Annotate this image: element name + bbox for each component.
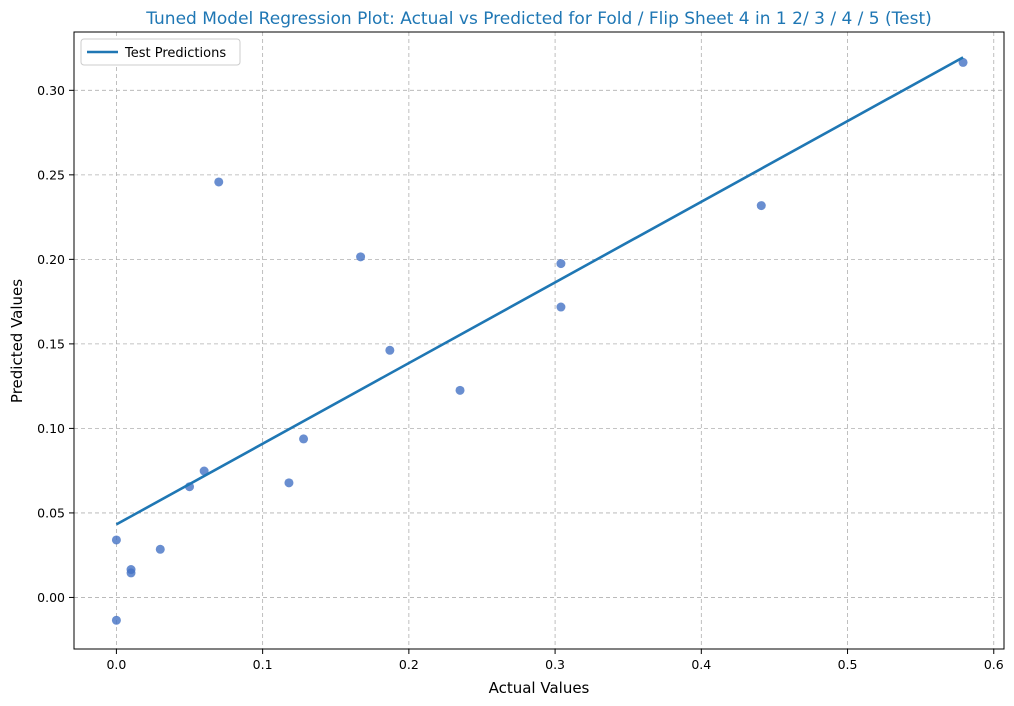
data-point	[284, 478, 294, 488]
data-point	[556, 302, 566, 312]
y-tick-label: 0.00	[37, 590, 65, 605]
y-tick-label: 0.30	[37, 83, 65, 98]
legend: Test Predictions	[80, 38, 241, 66]
plot-frame	[73, 31, 1005, 650]
data-points	[111, 57, 968, 625]
x-tick-label: 0.0	[106, 657, 126, 672]
data-point	[385, 345, 395, 355]
data-point	[111, 535, 121, 545]
y-tick-label: 0.10	[37, 421, 65, 436]
y-tick-label: 0.15	[37, 336, 65, 351]
x-tick-label: 0.6	[984, 657, 1004, 672]
data-point	[556, 259, 566, 269]
data-point	[199, 466, 209, 476]
data-point	[356, 252, 366, 262]
data-point	[214, 177, 224, 187]
x-tick-label: 0.2	[399, 657, 419, 672]
y-tick-label: 0.25	[37, 167, 65, 182]
data-point	[756, 201, 766, 211]
y-axis-ticks: 0.00 0.05 0.10 0.15 0.20 0.25 0.30	[37, 83, 74, 605]
y-tick-label: 0.20	[37, 252, 65, 267]
x-tick-label: 0.1	[253, 657, 273, 672]
x-tick-label: 0.5	[838, 657, 858, 672]
chart-title: Tuned Model Regression Plot: Actual vs P…	[145, 9, 932, 29]
data-point	[111, 615, 121, 625]
x-tick-label: 0.3	[545, 657, 565, 672]
data-point	[126, 568, 136, 578]
data-point	[455, 385, 465, 395]
legend-label: Test Predictions	[124, 46, 226, 61]
data-point	[958, 57, 968, 67]
y-tick-label: 0.05	[37, 505, 65, 520]
x-axis-ticks: 0.0 0.1 0.2 0.3 0.4 0.5 0.6	[106, 649, 1004, 672]
grid-lines	[74, 32, 1004, 649]
x-axis-label: Actual Values	[489, 679, 590, 697]
y-axis-label: Predicted Values	[8, 279, 26, 403]
x-tick-label: 0.4	[691, 657, 711, 672]
plot-area	[74, 32, 1004, 649]
legend-box	[80, 38, 241, 66]
data-point	[299, 434, 309, 444]
data-point	[155, 544, 165, 554]
regression-line	[115, 56, 964, 526]
